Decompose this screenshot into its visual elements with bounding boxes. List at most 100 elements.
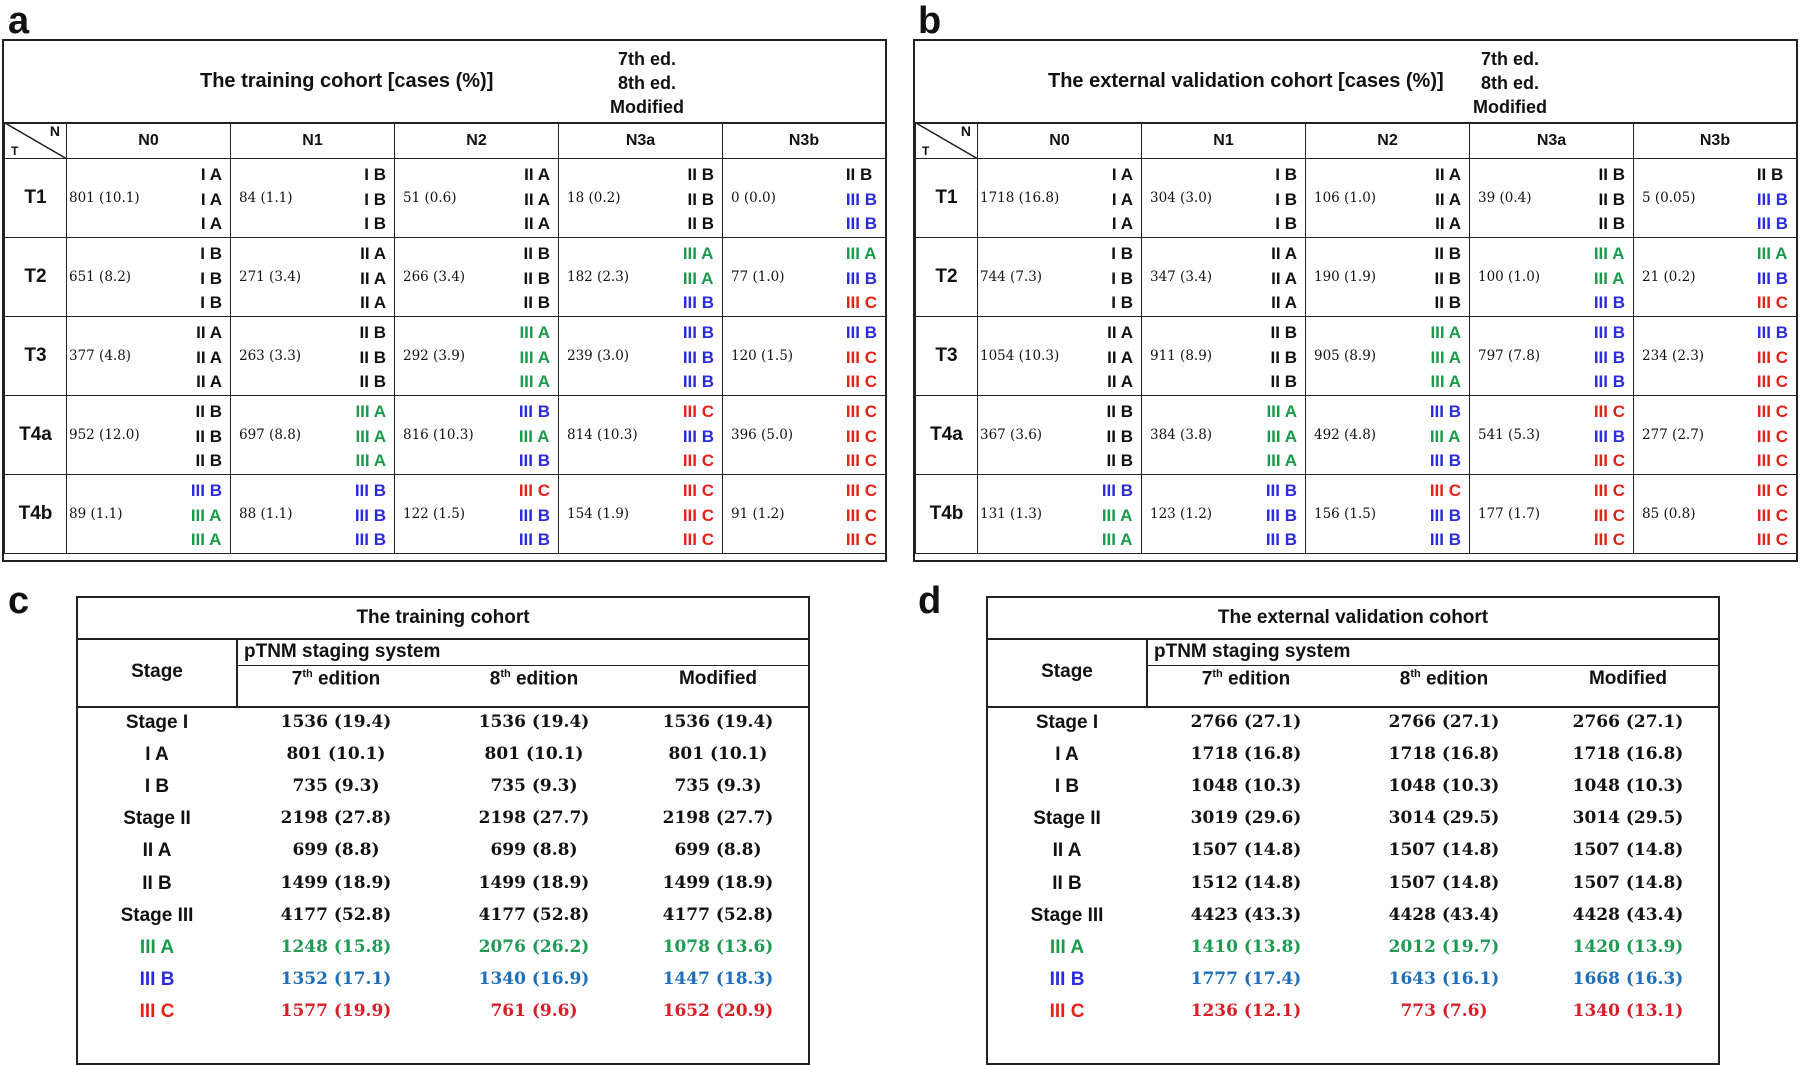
stage-value: 773 (7.6) (1400, 1000, 1488, 1021)
grid-cell: 0 (0.0) II B III B III B (722, 158, 886, 238)
stage-value: 3019 (29.6) (1190, 808, 1302, 829)
case-count: 51 (0.6) (403, 190, 457, 206)
grid-cell: 377 (4.8) II A II A II A (66, 316, 231, 396)
grid-cell: 91 (1.2) III C III C III C (722, 474, 886, 554)
stage-value: 1507 (14.8) (1388, 872, 1500, 893)
case-count: 377 (4.8) (69, 348, 132, 364)
stage-label: III A (1266, 426, 1297, 446)
case-count: 651 (8.2) (69, 269, 132, 285)
corner-n-label: N (960, 123, 971, 139)
grid-cell: 88 (1.1) III B III B III B (230, 474, 395, 554)
stage-label: III C (682, 505, 714, 525)
stage-value: 1507 (14.8) (1572, 872, 1684, 893)
stage-value: 801 (10.1) (668, 744, 768, 765)
edition-8th-header: 8th edition (1399, 668, 1489, 690)
training-summary-table: The training cohort Stage pTNM staging s… (76, 596, 810, 1065)
stage-value: 1668 (16.3) (1572, 968, 1684, 989)
grid-cell: 814 (10.3) III C III B III C (558, 395, 723, 475)
stage-label: II A (1107, 372, 1133, 391)
stage-label: III C (1756, 530, 1788, 549)
stage-list: I B I B I B (1111, 242, 1133, 316)
stage-list: III C III B III B (519, 479, 550, 553)
stage-label: III B (518, 505, 550, 525)
stage-list: III C III C III C (1757, 479, 1788, 553)
summary-title: The training cohort (78, 598, 808, 640)
stage-list: II B II B II B (688, 163, 714, 237)
stage-label: I B (1275, 165, 1297, 184)
stage-label: III A (1101, 530, 1133, 549)
panel-letter-b: b (918, 0, 942, 42)
stage-label: II B (1106, 451, 1133, 470)
stage-label: I B (200, 268, 222, 288)
stage-label: I B (200, 244, 222, 263)
table-row: Stage I 2766 (27.1) 2766 (27.1) 2766 (27.1) (988, 712, 1718, 745)
stage-list: III C III B III B (1430, 479, 1461, 553)
grid-cell: 801 (10.1) I A I A I A (66, 158, 231, 238)
stage-value: 4423 (43.3) (1190, 904, 1302, 925)
case-count: 1718 (16.8) (980, 190, 1060, 206)
stage-label: II A (524, 214, 550, 233)
stage-label: III B (845, 214, 877, 233)
stage-value: 1420 (13.9) (1572, 936, 1684, 957)
case-count: 18 (0.2) (567, 190, 621, 206)
stage-label: II A (1271, 268, 1297, 288)
case-count: 89 (1.1) (69, 506, 123, 522)
grid-header: The training cohort [cases (%)] 7th ed. … (4, 41, 885, 124)
grid-cell: 84 (1.1) I B I B I B (230, 158, 395, 238)
stage-value: 1048 (10.3) (1572, 776, 1684, 797)
stage-value: 735 (9.3) (292, 776, 380, 797)
stage-value: 1512 (14.8) (1190, 872, 1302, 893)
stage-label: III B (518, 530, 550, 549)
stage-label: II A (1271, 293, 1297, 312)
stage-list: III B III A III B (1430, 400, 1461, 474)
stage-list: III B III A III A (1102, 479, 1133, 553)
stage-list: III A III A III A (355, 400, 386, 474)
grid-cell: 911 (8.9) II B II B II B (1141, 316, 1306, 396)
stage-label: III C (682, 402, 714, 421)
stage-value: 1410 (13.8) (1190, 936, 1302, 957)
edition-8th-header: 8th edition (489, 668, 579, 690)
stage-label: II A (1435, 165, 1461, 184)
stage-label: III C (845, 402, 877, 421)
stage-label: Stage III (120, 904, 194, 926)
modified-header: Modified (678, 668, 758, 689)
stage-list: III A III A III A (519, 321, 550, 395)
stage-label: III B (518, 402, 550, 421)
case-count: 84 (1.1) (239, 190, 293, 206)
edition-legend: 7th ed. 8th ed. Modified (592, 47, 702, 119)
case-count: 816 (10.3) (403, 427, 474, 443)
stage-label: I B (1111, 268, 1133, 288)
stage-label: III A (519, 372, 550, 391)
stage-value: 735 (9.3) (674, 776, 762, 797)
stage-label: III B (1429, 402, 1461, 421)
case-count: 100 (1.0) (1478, 269, 1541, 285)
stage-label: II A (1271, 244, 1297, 263)
grid-cell: 51 (0.6) II A II A II A (394, 158, 559, 238)
stage-value: 4428 (43.4) (1572, 904, 1684, 925)
stage-list: III A III B III C (846, 242, 877, 316)
stage-label: II B (1434, 268, 1461, 288)
stage-list: III A III B III C (1757, 242, 1788, 316)
stage-label: III A (355, 402, 386, 421)
stage-label: III A (1430, 347, 1461, 367)
edition-modified: Modified (1473, 97, 1547, 117)
grid-cell: 697 (8.8) III A III A III A (230, 395, 395, 475)
grid-cell: 347 (3.4) II A II A II A (1141, 237, 1306, 317)
stage-label: Stage II (123, 808, 191, 830)
case-count: 239 (3.0) (567, 348, 630, 364)
case-count: 234 (2.3) (1642, 348, 1705, 364)
stage-label: II A (196, 372, 222, 391)
stage-label: II A (1107, 347, 1133, 367)
training-cohort-grid: The training cohort [cases (%)] 7th ed. … (2, 39, 887, 562)
stage-label: I B (364, 214, 386, 233)
stage-label: III C (1593, 530, 1625, 549)
stage-value: 761 (9.6) (490, 1000, 578, 1021)
stage-label: III B (682, 426, 714, 446)
stage-label: Stage I (1035, 712, 1099, 733)
stage-value: 801 (10.1) (484, 744, 584, 765)
stage-label: III C (682, 530, 714, 549)
grid-cell: 77 (1.0) III A III B III C (722, 237, 886, 317)
